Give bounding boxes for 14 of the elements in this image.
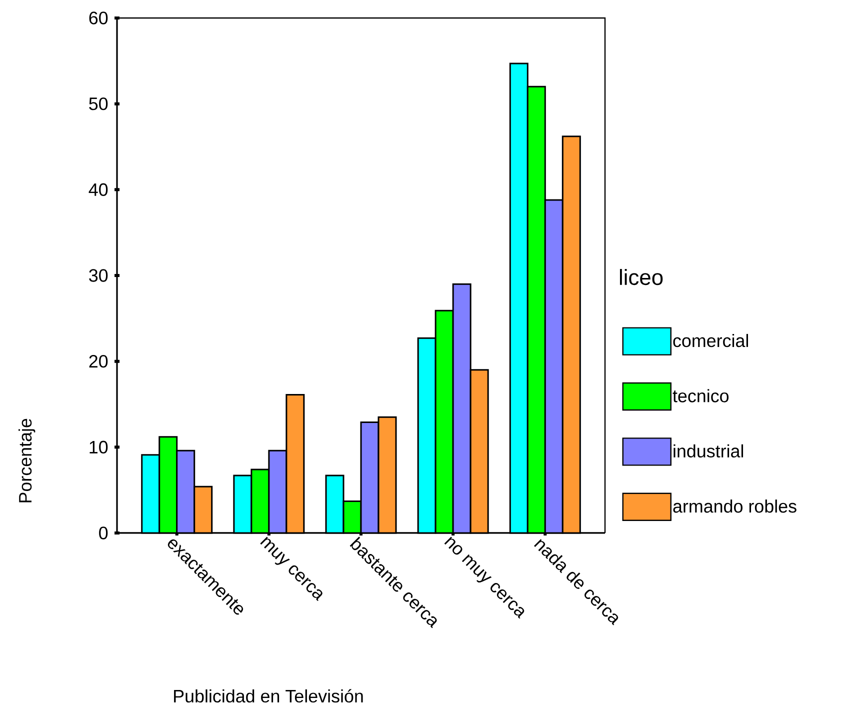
y-tick-label: 30 (89, 269, 108, 282)
legend-label: comercial (673, 334, 748, 348)
legend-label: industrial (674, 444, 744, 458)
y-axis-title: Porcentaje (18, 418, 36, 502)
y-tick-label: 40 (88, 183, 108, 196)
legend-label: armando robles (673, 500, 796, 513)
legend-label: tecnico (672, 389, 729, 402)
y-tick-label: 50 (89, 97, 108, 110)
legend-title: liceo (620, 268, 663, 286)
y-tick-label: 60 (89, 12, 108, 24)
y-tick-label: 0 (99, 526, 108, 540)
x-axis-title: Publicidad en Televisión (174, 689, 363, 703)
y-tick-label: 10 (90, 440, 108, 454)
y-tick-label: 20 (89, 354, 108, 368)
